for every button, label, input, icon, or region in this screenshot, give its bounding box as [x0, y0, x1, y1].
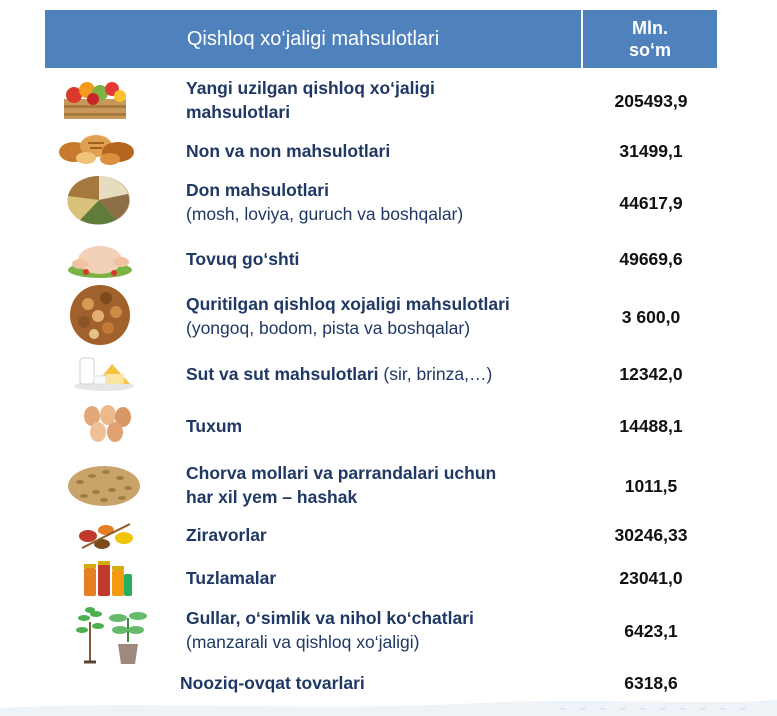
row-value: 12342,0: [619, 364, 683, 384]
row-label: Gullar, o‘simlik va nihol ko‘chatlari (m…: [186, 608, 474, 652]
unit-line-1: Mln.: [632, 18, 668, 38]
row-value: 14488,1: [619, 416, 683, 436]
table-header: Qishloq xo‘jaligi mahsulotlari Mln. so‘m: [45, 10, 717, 68]
row-value: 6423,1: [624, 621, 678, 641]
feed-pellets-icon: [68, 466, 140, 506]
row-label: Yangi uzilgan qishloq xo‘jaligi mahsulot…: [186, 78, 435, 122]
row-value: 1011,5: [624, 476, 678, 496]
row-value: 44617,9: [619, 193, 683, 213]
row-value: 49669,6: [619, 249, 683, 269]
row-label: Quritilgan qishloq xojaligi mahsulotlari…: [186, 294, 510, 338]
row-value: 3 600,0: [621, 307, 681, 327]
dairy-icon: [74, 357, 134, 391]
fruit-crate-icon: [64, 82, 126, 119]
eggs-icon: [84, 405, 131, 442]
row-label: Ziravorlar: [186, 525, 267, 545]
bread-icon: [59, 135, 134, 165]
grains-icon: [67, 175, 130, 225]
row-label: Tovuq go‘shti: [186, 249, 300, 269]
row-label: Non va non mahsulotlari: [186, 141, 391, 161]
pickles-icon: [84, 561, 132, 596]
unit-header: Mln. so‘m: [583, 10, 717, 68]
row-value: 23041,0: [619, 568, 683, 588]
row-label: Tuxum: [186, 416, 243, 436]
nuts-icon: [70, 285, 130, 345]
spices-icon: [79, 523, 133, 549]
row-label: Nooziq-ovqat tovarlari: [180, 673, 365, 693]
row-value: 30246,33: [614, 525, 688, 545]
unit-line-2: so‘m: [628, 40, 671, 60]
header-divider: [581, 10, 583, 68]
row-label: Don mahsulotlari (mosh, loviya, guruch v…: [186, 180, 464, 224]
chicken-icon: [68, 246, 132, 278]
row-label: Sut va sut mahsulotlari (sir, brinza,…): [186, 364, 493, 384]
seedlings-icon: [76, 607, 147, 664]
table-title: Qishloq xo‘jaligi mahsulotlari: [45, 10, 581, 68]
row-value: 205493,9: [614, 91, 688, 111]
row-value: 6318,6: [624, 673, 678, 693]
row-label: Tuzlamalar: [186, 568, 277, 588]
row-label: Chorva mollari va parrandalari uchun har…: [186, 463, 497, 507]
row-value: 31499,1: [619, 141, 683, 161]
